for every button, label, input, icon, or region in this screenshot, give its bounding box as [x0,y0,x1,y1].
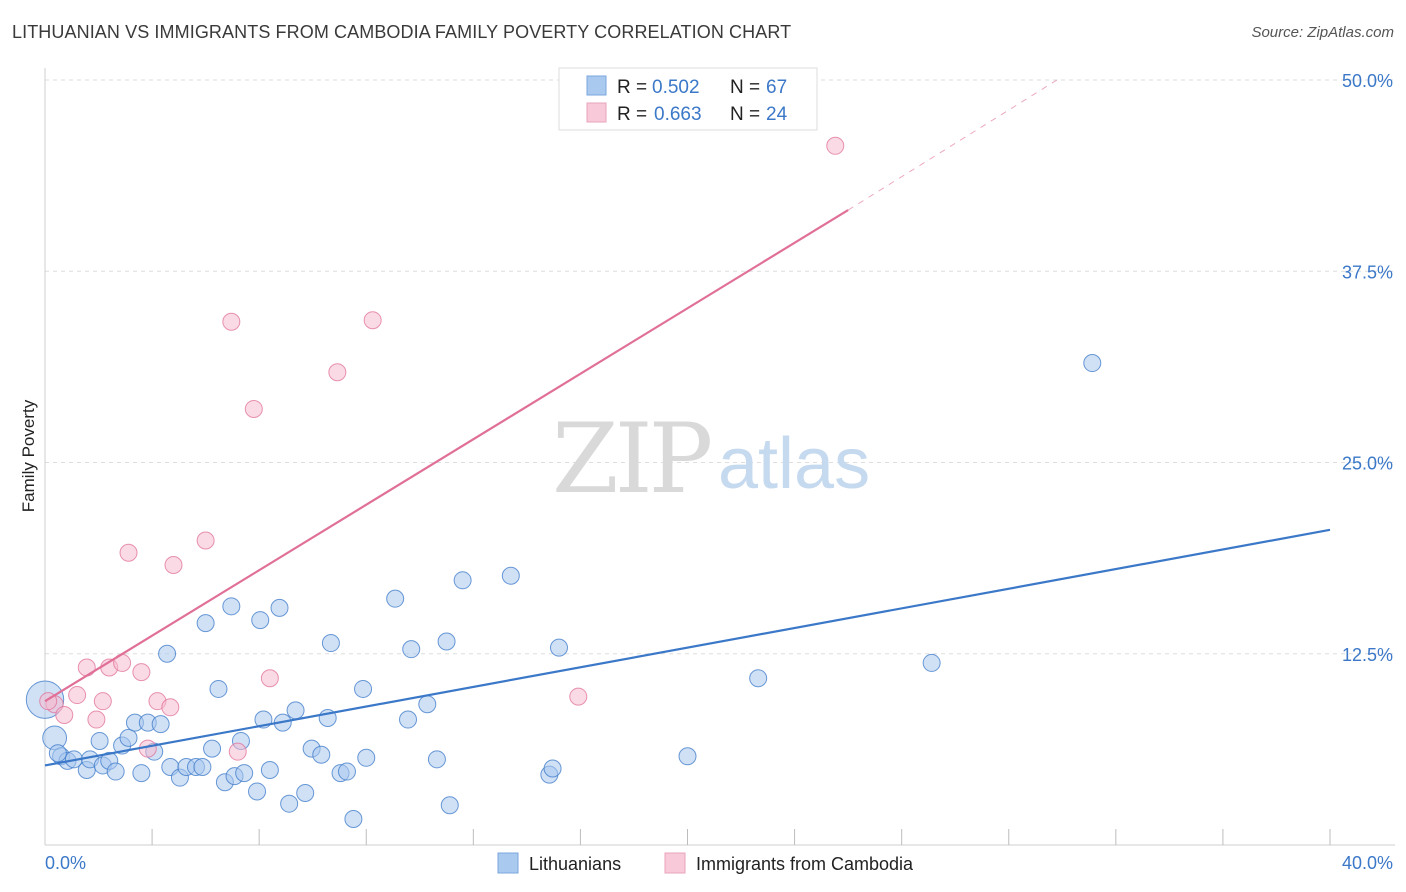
data-point-lithuanian [501,566,520,585]
stats-legend: R = 0.502 N = 67 R = 0.663 N = 24 [558,67,818,131]
y-tick-label: 50.0% [1342,71,1393,91]
legend-swatch-cambodia [586,102,607,123]
data-point-cambodia [161,698,180,717]
data-point-lithuanian [251,611,270,630]
data-point-lithuanian [296,783,315,802]
y-tick-label: 25.0% [1342,454,1393,474]
data-point-cambodia [328,363,347,382]
chart-title: LITHUANIAN VS IMMIGRANTS FROM CAMBODIA F… [12,22,792,42]
grid-lines [45,79,1395,655]
data-point-lithuanian [543,759,562,778]
data-point-lithuanian [132,764,151,783]
data-point-lithuanian [151,715,170,734]
data-point-lithuanian [48,744,67,763]
watermark-atlas: atlas [718,424,870,504]
data-point-lithuanian [427,750,446,769]
data-point-lithuanian [402,640,421,659]
bottom-legend-swatch-lithuanians[interactable] [497,852,519,874]
data-point-lithuanian [312,745,331,764]
data-point-lithuanian [90,731,109,750]
bottom-legend: Lithuanians Immigrants from Cambodia [497,852,914,874]
y-axis-label: Family Poverty [19,399,38,512]
data-point-lithuanian [222,597,241,616]
data-point-cambodia [119,543,138,562]
legend-r-value-lithuanians: 0.502 [652,77,700,98]
data-point-lithuanian [550,638,568,657]
data-point-cambodia [55,705,74,724]
data-point-cambodia [363,311,382,330]
data-point-lithuanian [209,679,228,698]
x-axis-ticks [151,829,1331,845]
data-point-lithuanian [321,634,340,653]
data-point-cambodia [228,742,247,761]
legend-r-label: R = [617,77,647,98]
legend-swatch-lithuanians [586,75,607,96]
data-point-lithuanian [354,679,373,698]
data-point-lithuanian [749,669,768,688]
data-point-cambodia [569,687,588,706]
trend-line-extension-cambodia [847,79,1058,211]
data-point-lithuanian [203,739,222,758]
data-point-lithuanian [193,757,212,776]
data-point-lithuanian [248,782,267,801]
data-point-lithuanian [337,762,356,781]
y-tick-label: 12.5% [1342,645,1393,665]
bottom-legend-label-cambodia[interactable]: Immigrants from Cambodia [696,854,914,874]
data-point-lithuanian [399,710,418,729]
data-point-lithuanian [106,762,125,781]
data-point-cambodia [87,710,106,729]
data-points [25,136,1102,828]
data-point-lithuanian [437,632,456,651]
data-point-cambodia [196,531,215,550]
data-point-cambodia [132,663,151,682]
data-point-cambodia [260,669,279,688]
watermark: ZIP atlas [552,403,870,515]
y-axis-tick-labels: 12.5% 25.0% 37.5% 50.0% [1342,71,1393,665]
trend-line-cambodia [44,209,849,703]
x-tick-label-min: 0.0% [45,853,86,873]
legend-n-value-lithuanians: 67 [766,77,787,98]
data-point-lithuanian [158,644,177,663]
data-point-lithuanian [678,747,697,766]
data-point-lithuanian [357,748,376,767]
data-point-cambodia [68,686,87,705]
data-point-lithuanian [386,589,405,608]
data-point-lithuanian [344,809,363,828]
data-point-cambodia [244,399,263,418]
legend-n-label: N = [730,104,760,125]
data-point-cambodia [93,692,112,711]
data-point-lithuanian [453,571,472,590]
data-point-lithuanian [119,728,138,747]
data-point-lithuanian [280,794,299,813]
legend-r-value-cambodia: 0.663 [654,104,702,125]
bottom-legend-label-lithuanians[interactable]: Lithuanians [529,854,621,874]
data-point-lithuanian [922,653,941,672]
data-point-cambodia [222,312,241,331]
data-point-lithuanian [260,761,279,780]
data-point-lithuanian [1083,354,1102,373]
data-point-lithuanian [270,598,289,617]
trend-line-lithuanian [44,528,1331,767]
x-tick-label-max: 40.0% [1342,853,1393,873]
data-point-cambodia [826,136,845,155]
data-point-lithuanian [440,796,459,815]
data-point-lithuanian [235,764,254,783]
legend-r-label: R = [617,104,647,125]
data-point-cambodia [164,556,183,575]
bottom-legend-swatch-cambodia[interactable] [664,852,686,874]
data-point-lithuanian [196,614,215,633]
data-point-lithuanian [286,701,305,720]
trend-lines [44,79,1331,767]
data-point-cambodia [77,658,96,677]
y-tick-label: 37.5% [1342,262,1393,282]
source-label: Source: ZipAtlas.com [1251,24,1394,41]
watermark-zip: ZIP [552,403,711,515]
data-point-lithuanian [418,695,437,714]
legend-n-value-cambodia: 24 [766,104,788,125]
legend-n-label: N = [730,77,760,98]
